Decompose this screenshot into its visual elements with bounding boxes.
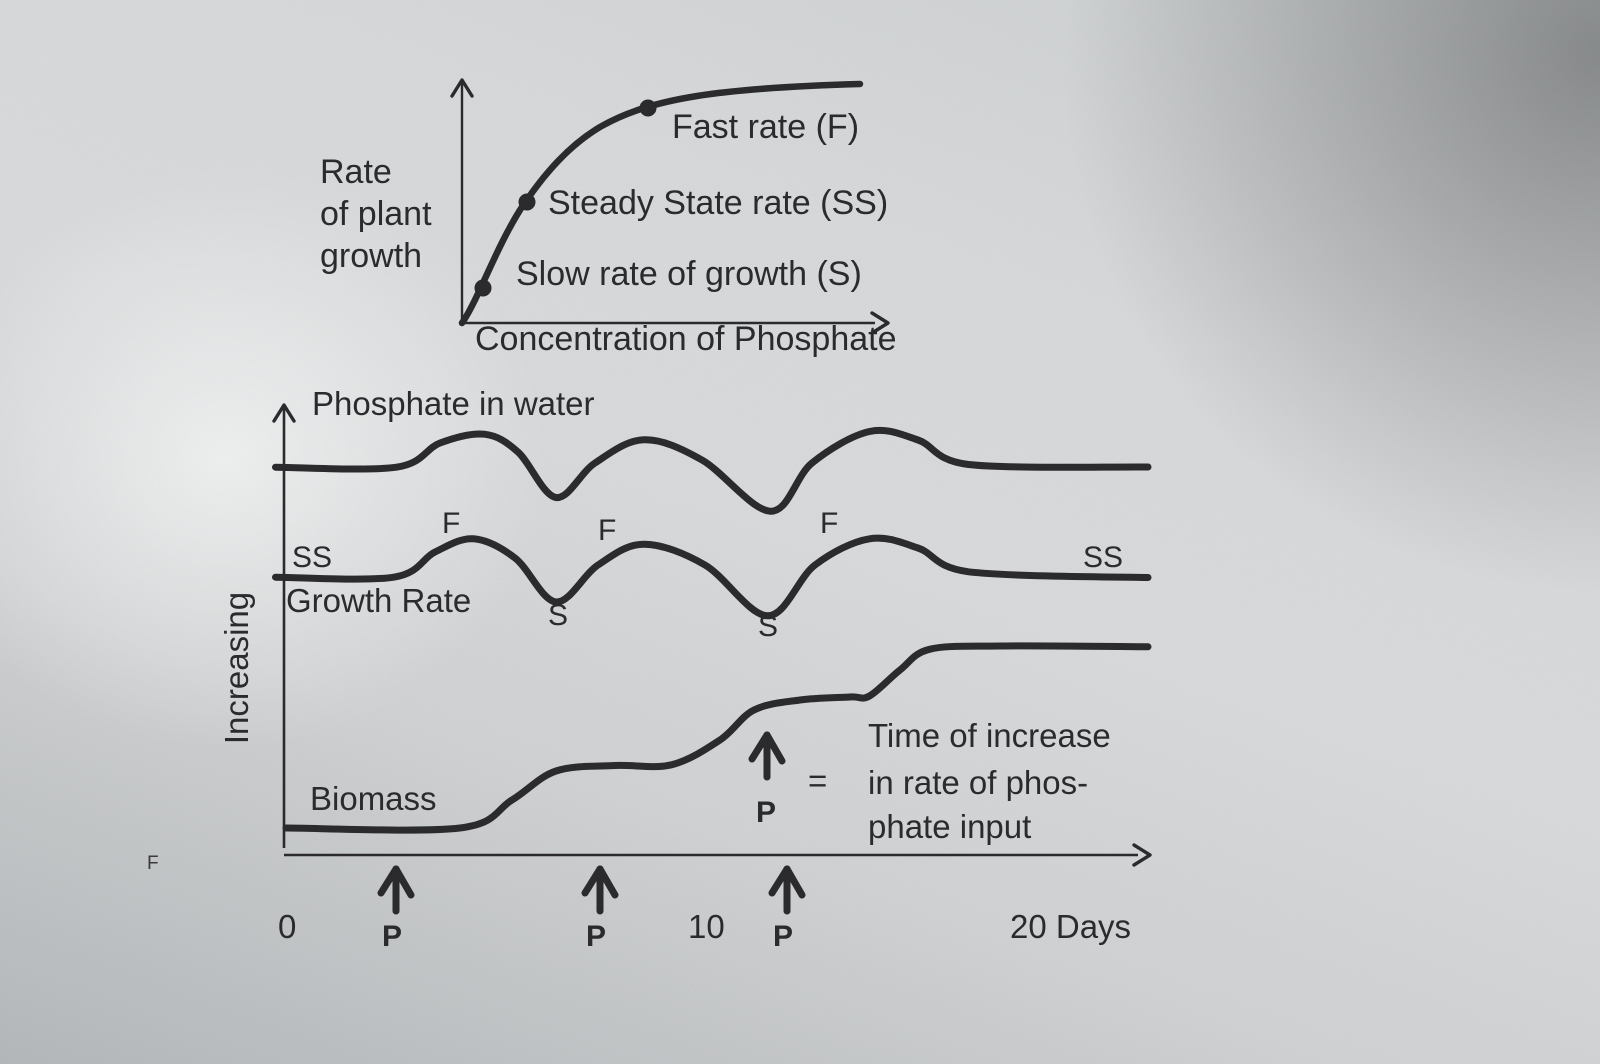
svg-text:SS: SS [292, 541, 332, 574]
svg-text:F: F [147, 853, 159, 874]
svg-text:Increasing: Increasing [218, 592, 255, 744]
svg-text:Steady State rate (SS): Steady State rate (SS) [548, 184, 888, 222]
svg-text:of plant: of plant [320, 195, 432, 233]
svg-text:10: 10 [688, 908, 725, 945]
svg-text:Time of increase: Time of increase [868, 717, 1111, 754]
svg-text:F: F [442, 507, 460, 540]
svg-text:in rate of phos-: in rate of phos- [868, 764, 1088, 801]
svg-text:S: S [548, 599, 568, 632]
svg-text:P: P [382, 920, 402, 953]
svg-text:0: 0 [278, 908, 296, 945]
svg-text:Growth Rate: Growth Rate [286, 582, 471, 619]
svg-text:P: P [756, 796, 776, 829]
svg-text:=: = [808, 762, 827, 799]
svg-text:P: P [586, 920, 606, 953]
svg-text:F: F [598, 514, 616, 547]
svg-text:phate input: phate input [868, 808, 1031, 845]
svg-text:Biomass: Biomass [310, 780, 437, 817]
svg-text:Concentration of Phosphate: Concentration of Phosphate [475, 320, 897, 358]
svg-text:Slow rate of growth (S): Slow rate of growth (S) [516, 255, 862, 293]
svg-text:Phosphate in water: Phosphate in water [312, 385, 595, 422]
svg-text:20 Days: 20 Days [1010, 908, 1131, 945]
svg-text:Rate: Rate [320, 153, 392, 191]
svg-text:F: F [820, 507, 838, 540]
svg-text:P: P [773, 920, 793, 953]
svg-text:Fast rate (F): Fast rate (F) [672, 108, 859, 146]
svg-text:SS: SS [1083, 541, 1123, 574]
svg-text:S: S [758, 610, 778, 643]
svg-text:growth: growth [320, 237, 422, 275]
